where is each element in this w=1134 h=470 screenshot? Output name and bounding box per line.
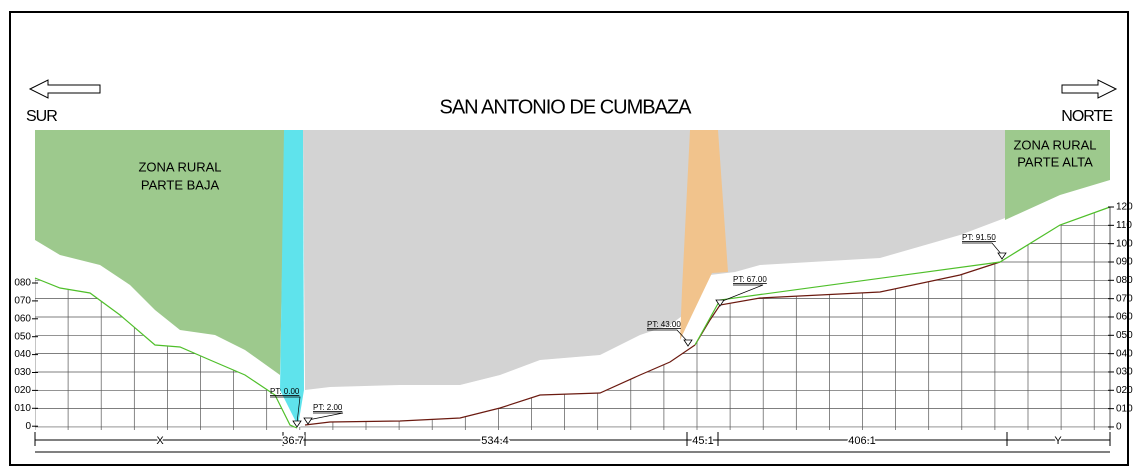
leader (270, 396, 301, 424)
segment-label: Y (1054, 435, 1062, 447)
frame (9, 11, 1129, 466)
elevation-label: 070 (1116, 293, 1133, 304)
elevation-label: 030 (14, 367, 31, 378)
arrow-right (1061, 79, 1118, 99)
right-label: NORTE (1061, 108, 1112, 125)
leader (719, 284, 764, 303)
left-label: SUR (26, 108, 57, 125)
elevation-label: 090 (1116, 257, 1133, 268)
arrow-left (28, 79, 101, 99)
elevation-label: 040 (14, 349, 31, 360)
zone-label: PARTE BAJA (141, 177, 220, 192)
station-label: PT: 0.00 (270, 387, 300, 396)
segment-label: 45.1 (692, 435, 713, 447)
elevation-label: 080 (1116, 275, 1133, 286)
elevation-label: 010 (14, 403, 31, 414)
rural-zone-low (35, 130, 285, 375)
station-marker (303, 417, 313, 425)
segment-label: 36.7 (282, 435, 303, 447)
stream (680, 130, 728, 340)
segment-label: 406.1 (848, 435, 876, 447)
terrain-line (694, 206, 1111, 346)
road-line (304, 344, 696, 426)
leader (962, 242, 1003, 256)
segment-label: 534.4 (481, 435, 509, 447)
elevation-label: 040 (1116, 348, 1133, 359)
elevation-label: 050 (14, 331, 31, 342)
terrain-line (34, 277, 298, 429)
elevation-label: 0 (1116, 422, 1122, 433)
elevation-label: 070 (14, 296, 31, 307)
elevation-label: 020 (14, 385, 31, 396)
station-label: PT: 91.50 (962, 233, 996, 242)
elevation-label: 060 (1116, 312, 1133, 323)
zone-label: ZONA RURAL (138, 159, 221, 174)
leader (647, 329, 689, 343)
road-line (694, 261, 1001, 346)
leader (307, 412, 344, 421)
station-label: PT: 67.00 (733, 275, 767, 284)
elevation-label: 0 (25, 421, 31, 432)
zone-label: ZONA RURAL (1013, 137, 1096, 152)
elevation-label: 020 (1116, 385, 1133, 396)
elevation-label: 120 (1116, 202, 1133, 213)
elevation-label: 110 (1116, 220, 1132, 231)
urban-zone (303, 130, 1005, 390)
station-marker (683, 339, 693, 347)
elevation-label: 010 (1116, 403, 1133, 414)
elevation-label: 100 (1116, 238, 1133, 249)
zone-label: PARTE ALTA (1017, 154, 1093, 169)
segment-label: X (156, 435, 164, 447)
rural-zone-high (1005, 130, 1110, 220)
station-label: PT: 2.00 (313, 403, 343, 412)
elevation-label: 060 (14, 313, 31, 324)
elevation-label: 030 (1116, 367, 1133, 378)
elevation-label: 050 (1116, 330, 1133, 341)
river (280, 130, 304, 426)
station-label: PT: 43.00 (647, 320, 681, 329)
station-marker (715, 299, 725, 307)
title: SAN ANTONIO DE CUMBAZA (439, 96, 692, 118)
station-marker (997, 252, 1007, 260)
elevation-label: 080 (14, 278, 31, 289)
station-marker (292, 420, 302, 428)
